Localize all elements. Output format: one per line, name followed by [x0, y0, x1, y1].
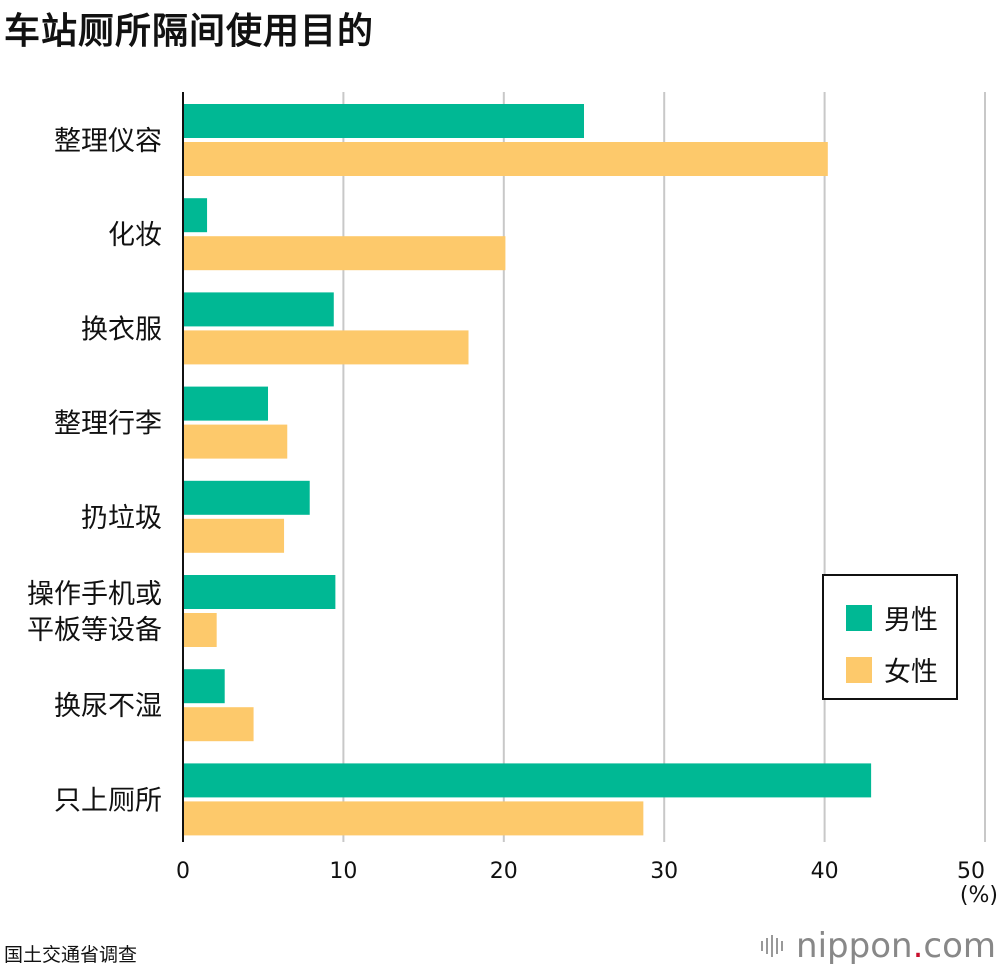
category-label: 操作手机或: [27, 579, 162, 610]
category-label: 扔垃圾: [81, 503, 162, 534]
bar-male: [183, 386, 269, 421]
category-label: 换尿不湿: [54, 691, 162, 722]
category-label: 平板等设备: [27, 615, 162, 646]
logo-dot: .: [912, 926, 924, 966]
bar-male: [183, 480, 310, 515]
bar-male: [183, 198, 208, 233]
logo-suffix: com: [923, 926, 996, 966]
category-label: 换衣服: [81, 314, 162, 345]
bar-male: [183, 104, 584, 138]
bar-female: [183, 801, 644, 836]
x-tick-label: 40: [811, 859, 839, 884]
bar-female: [183, 707, 254, 742]
legend: 男性 女性: [822, 574, 958, 700]
x-tick-label: 20: [490, 859, 518, 884]
legend-label-female: 女性: [884, 657, 938, 688]
bar-female: [183, 518, 285, 553]
bar-male: [183, 669, 225, 704]
bar-male: [183, 292, 334, 327]
legend-swatch-male: [846, 604, 872, 631]
x-tick-label: 0: [176, 859, 190, 884]
x-unit-label: (%): [960, 883, 998, 908]
nippon-logo: nippon. com: [761, 926, 996, 966]
legend-swatch-female: [846, 656, 872, 683]
legend-item-female: 女性: [846, 650, 938, 689]
bar-female: [183, 424, 288, 459]
bar-female: [183, 613, 217, 647]
x-tick-label: 10: [329, 859, 357, 884]
bar-female: [183, 330, 469, 365]
bar-male: [183, 575, 336, 609]
x-tick-label: 30: [650, 859, 678, 884]
category-label: 整理行李: [54, 409, 162, 440]
logo-name: nippon: [796, 926, 913, 966]
x-tick-label: 50: [957, 859, 985, 884]
logo-bars-icon: [761, 935, 786, 957]
category-label: 整理仪容: [54, 126, 162, 157]
chart-title: 车站厕所隔间使用目的: [4, 11, 375, 52]
legend-label-male: 男性: [884, 605, 938, 636]
bar-female: [183, 236, 506, 271]
source-note: 国土交通省调查: [4, 944, 138, 966]
bar-female: [183, 142, 828, 176]
category-label: 只上厕所: [54, 785, 162, 816]
category-label: 化妆: [108, 220, 162, 251]
bar-male: [183, 763, 872, 798]
legend-item-male: 男性: [846, 598, 938, 637]
